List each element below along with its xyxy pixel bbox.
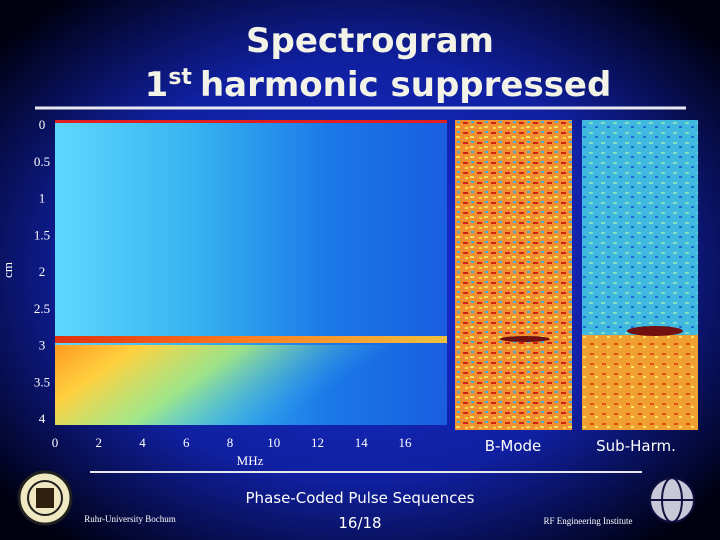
x-tick-label: 12: [311, 435, 324, 450]
title-line1: Spectrogram: [246, 21, 494, 61]
y-tick-label: 2.5: [34, 301, 50, 316]
x-tick-label: 0: [52, 435, 59, 450]
y-tick-label: 3.5: [34, 374, 50, 389]
y-axis-label: cm: [0, 262, 15, 278]
x-tick-label: 14: [355, 435, 369, 450]
panel-label: Sub-Harm.: [596, 437, 676, 455]
title-superscript: st: [168, 65, 192, 90]
page-number: 16/18: [338, 514, 381, 532]
y-tick-label: 1: [39, 191, 46, 206]
spectrogram-image: [55, 120, 447, 425]
x-tick-label: 6: [183, 435, 190, 450]
y-tick-label: 2: [39, 264, 46, 279]
subharm-image: [582, 120, 698, 430]
x-tick-label: 8: [227, 435, 234, 450]
x-tick-label: 16: [399, 435, 413, 450]
title-prefix: 1: [145, 65, 169, 105]
bmode-image: [455, 120, 572, 430]
y-tick-label: 1.5: [34, 227, 50, 242]
x-axis-label: MHz: [237, 453, 264, 468]
title-rest: harmonic suppressed: [200, 65, 611, 105]
y-ticks: 0 0.5 1 1.5 2 2.5 3 3.5 4: [34, 117, 50, 426]
x-ticks: 0 2 4 6 8 10 12 14 16: [52, 435, 412, 450]
footer-title: Phase-Coded Pulse Sequences: [246, 489, 475, 507]
footer-left: Ruhr-University Bochum: [84, 514, 176, 524]
y-tick-label: 0: [39, 117, 46, 132]
y-tick-label: 0.5: [34, 154, 50, 169]
footer-right: RF Engineering Institute: [544, 516, 633, 526]
x-tick-label: 4: [139, 435, 146, 450]
panel-label: B-Mode: [485, 437, 542, 455]
y-tick-label: 4: [39, 411, 46, 426]
title-line2: 1st harmonic suppressed: [145, 65, 612, 105]
y-tick-label: 3: [39, 338, 46, 353]
x-tick-label: 2: [96, 435, 103, 450]
university-logo: [17, 470, 73, 526]
x-tick-label: 10: [267, 435, 280, 450]
institute-logo: [649, 477, 695, 523]
